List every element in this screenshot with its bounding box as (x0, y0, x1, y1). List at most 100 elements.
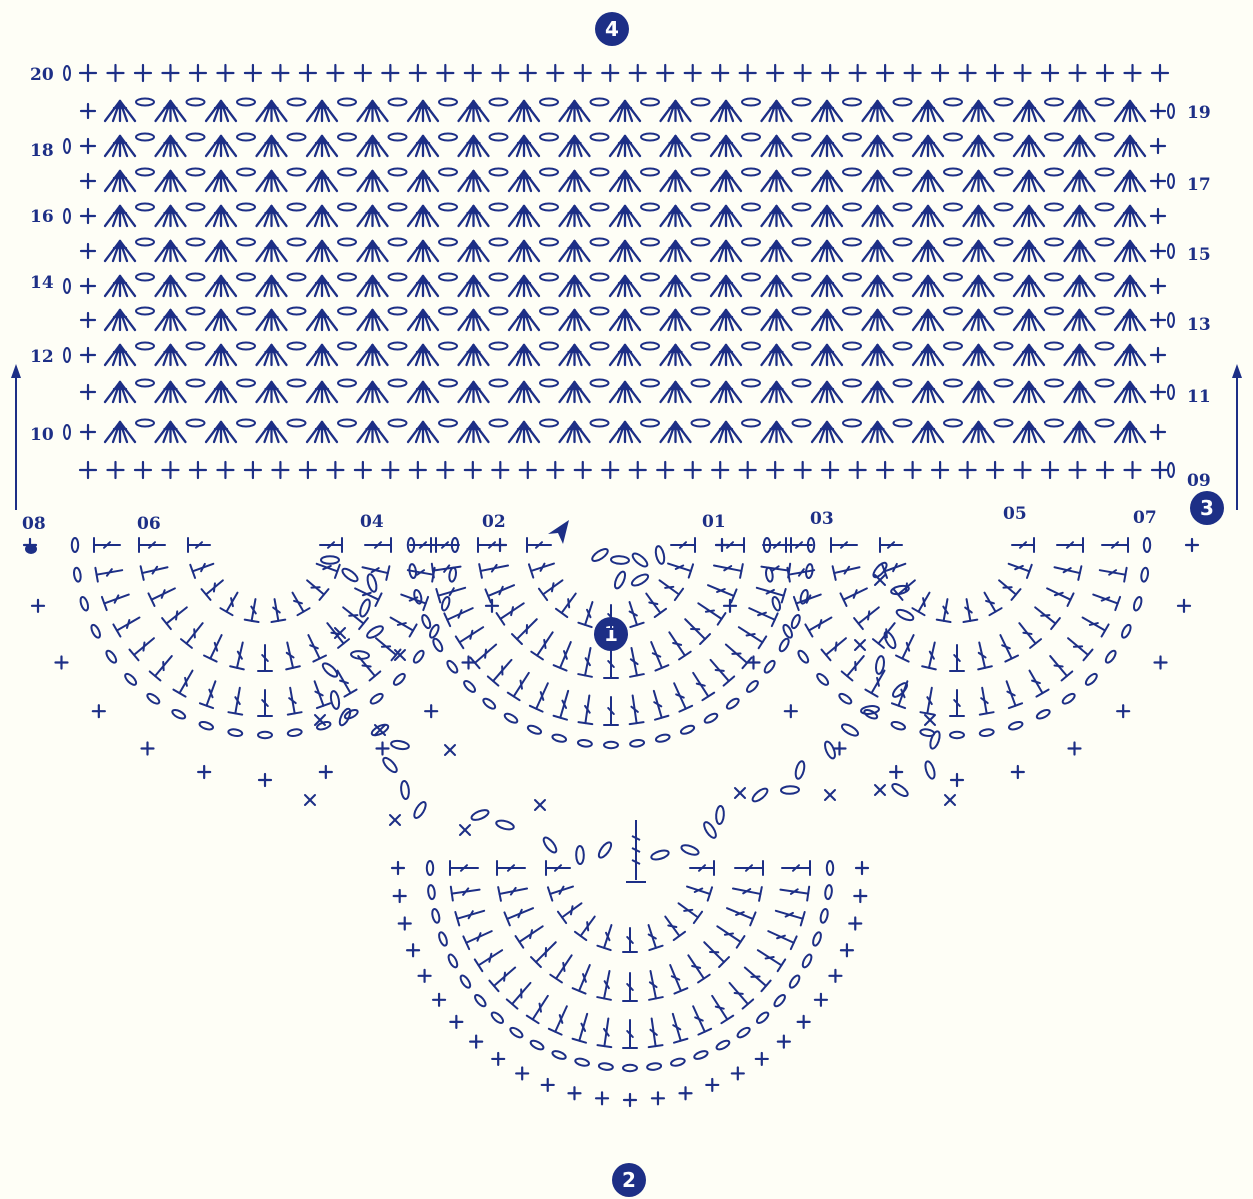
chain-icon (1140, 566, 1150, 583)
round-labels: 08 06 04 02 01 03 05 07 (22, 504, 1157, 534)
double-crochet-icon (1092, 593, 1122, 612)
double-crochet-icon (703, 941, 730, 968)
chain-icon (690, 132, 711, 142)
double-crochet-icon (628, 601, 645, 629)
double-crochet-icon (622, 972, 638, 1002)
chain-icon (640, 341, 660, 351)
double-crochet-icon (200, 579, 224, 601)
double-crochet-icon (336, 669, 358, 698)
chain-icon (227, 728, 244, 738)
chain-icon (943, 378, 963, 388)
cluster-fan-icon (861, 134, 894, 158)
cluster-fan-icon (154, 274, 187, 298)
chain-icon (236, 378, 256, 388)
row-label-12: 12 (30, 347, 54, 367)
cluster-fan-icon (911, 169, 945, 193)
single-crochet-icon (22, 537, 38, 553)
chain-icon (286, 306, 307, 316)
double-crochet-icon (547, 1005, 568, 1036)
single-crochet-icon (381, 63, 400, 83)
double-crochet-icon (147, 587, 176, 607)
cluster-fan-icon (760, 308, 793, 332)
double-crochet-icon (935, 598, 952, 624)
chain-icon (840, 723, 860, 737)
round-label-05: 05 (1003, 504, 1027, 524)
chain-icon (337, 272, 357, 282)
chain-icon (1094, 341, 1115, 351)
double-crochet-icon (94, 566, 124, 583)
single-crochet-icon (106, 460, 125, 480)
cluster-fan-icon (962, 239, 995, 263)
double-crochet-icon (189, 562, 215, 579)
chain-icon (842, 202, 862, 212)
chain-icon (763, 659, 776, 674)
single-crochet-icon (133, 63, 153, 83)
start-arrowhead-icon (548, 520, 569, 544)
chain-icon (185, 132, 206, 142)
double-crochet-icon (1005, 680, 1024, 710)
double-crochet-icon (1049, 655, 1074, 682)
chain-icon (438, 132, 458, 142)
single-crochet-icon (492, 537, 508, 553)
cluster-fan-icon (1012, 420, 1046, 444)
single-crochet-icon (854, 860, 870, 876)
single-crochet-icon (876, 63, 895, 83)
chain-icon (993, 97, 1014, 107)
double-crochet-icon (203, 634, 223, 663)
chain-icon (1094, 378, 1115, 388)
cluster-fan-icon (911, 308, 945, 332)
chain-icon (236, 306, 256, 316)
chain-icon (135, 97, 155, 107)
double-crochet-icon (227, 686, 244, 716)
slip-stitch-icon (314, 714, 326, 726)
cluster-fan-icon (103, 99, 137, 123)
cluster-fan-icon (861, 274, 894, 298)
cluster-fan-icon (103, 420, 137, 444)
double-crochet-icon (840, 655, 865, 682)
cluster-fan-icon (558, 134, 591, 158)
double-crochet-icon (629, 646, 645, 678)
single-crochet-icon (1153, 655, 1168, 670)
double-crochet-icon (545, 860, 571, 876)
chain-icon (488, 418, 509, 428)
chain-icon (286, 272, 307, 282)
double-crochet-icon (911, 591, 931, 617)
double-crochet-icon (187, 537, 211, 553)
chain-icon (539, 97, 559, 107)
chain-icon (236, 272, 256, 282)
double-crochet-icon (100, 593, 130, 612)
cluster-fan-icon (103, 134, 137, 158)
single-crochet-icon (622, 1092, 638, 1108)
chain-icon (943, 341, 963, 351)
chain-icon (943, 237, 963, 247)
chain-icon (842, 272, 862, 282)
chain-icon (387, 167, 408, 177)
chain-icon (400, 780, 410, 800)
cluster-fan-icon (861, 308, 894, 332)
chain-icon (539, 378, 559, 388)
cluster-fan-icon (457, 308, 490, 332)
cluster-fan-icon (154, 343, 187, 367)
single-crochet-icon (876, 460, 895, 480)
single-crochet-icon (1149, 172, 1167, 190)
slip-stitch-icon (534, 799, 546, 811)
chain-icon (630, 573, 650, 587)
cluster-fan-icon (861, 380, 894, 404)
cluster-fan-icon (608, 380, 642, 404)
svg-text:2: 2 (622, 1168, 636, 1192)
cluster-fan-icon (1113, 274, 1147, 298)
cluster-fan-icon (861, 99, 894, 123)
chain-icon (321, 662, 339, 678)
chain-icon (90, 623, 101, 639)
chain-icon (63, 424, 71, 440)
chain-icon (597, 841, 613, 859)
double-crochet-icon (1101, 537, 1129, 553)
chain-icon (589, 167, 610, 177)
single-crochet-icon (1010, 764, 1025, 780)
double-crochet-icon (505, 981, 532, 1010)
single-crochet-icon (958, 460, 977, 480)
cluster-fan-icon (1113, 420, 1147, 444)
single-crochet-icon (390, 860, 406, 876)
double-crochet-icon (315, 562, 341, 579)
cluster-fan-icon (507, 380, 541, 404)
